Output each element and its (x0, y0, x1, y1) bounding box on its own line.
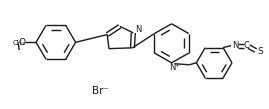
Text: CH₃: CH₃ (12, 40, 25, 46)
Text: N⁺: N⁺ (169, 63, 180, 72)
Text: O: O (19, 38, 26, 47)
Text: N: N (135, 26, 141, 34)
Text: N: N (232, 41, 238, 50)
Text: C: C (244, 41, 250, 50)
Text: S: S (258, 47, 264, 56)
Text: Br⁻: Br⁻ (92, 86, 109, 96)
